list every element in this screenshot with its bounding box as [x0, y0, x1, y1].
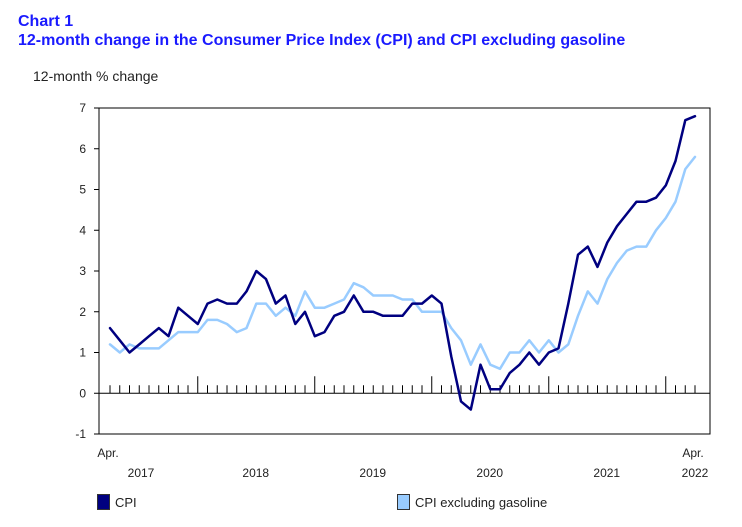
plot-frame	[98, 107, 711, 435]
series-line-cpi-excluding-gasoline	[108, 155, 697, 371]
legend-label-cpi: CPI	[115, 494, 137, 510]
legend-item-cpi-excluding-gasoline: CPI excluding gasoline	[397, 494, 547, 510]
y-tick-label: 0	[79, 386, 86, 400]
chart-title: 12-month change in the Consumer Price In…	[18, 32, 626, 49]
y-tick-label: 1	[79, 346, 86, 360]
y-tick-label: 3	[79, 264, 86, 278]
x-year-label: 2022	[682, 466, 709, 480]
legend-swatch-cpi-excluding-gasoline	[397, 494, 410, 510]
y-tick-label: 7	[79, 101, 86, 115]
x-year-label: 2020	[476, 466, 503, 480]
y-tick-label: 4	[79, 223, 86, 237]
chart-label: Chart 1	[18, 13, 74, 30]
series-line-cpi	[108, 114, 697, 411]
x-year-label: 2017	[128, 466, 155, 480]
x-year-label: 2018	[242, 466, 269, 480]
x-year-label: 2021	[593, 466, 620, 480]
y-tick-label: -1	[75, 427, 86, 441]
y-tick-label: 6	[79, 142, 86, 156]
legend-item-cpi: CPI	[97, 494, 137, 510]
legend-label-cpi-excluding-gasoline: CPI excluding gasoline	[415, 494, 548, 510]
y-tick-label: 5	[79, 183, 86, 197]
x-year-label: 2019	[359, 466, 386, 480]
y-tick-label: 2	[79, 305, 86, 319]
x-start-month-label: Apr.	[97, 446, 118, 460]
legend-swatch-cpi	[97, 494, 110, 510]
y-axis-label: 12-month % change	[33, 68, 159, 84]
x-end-month-label: Apr.	[682, 446, 703, 460]
